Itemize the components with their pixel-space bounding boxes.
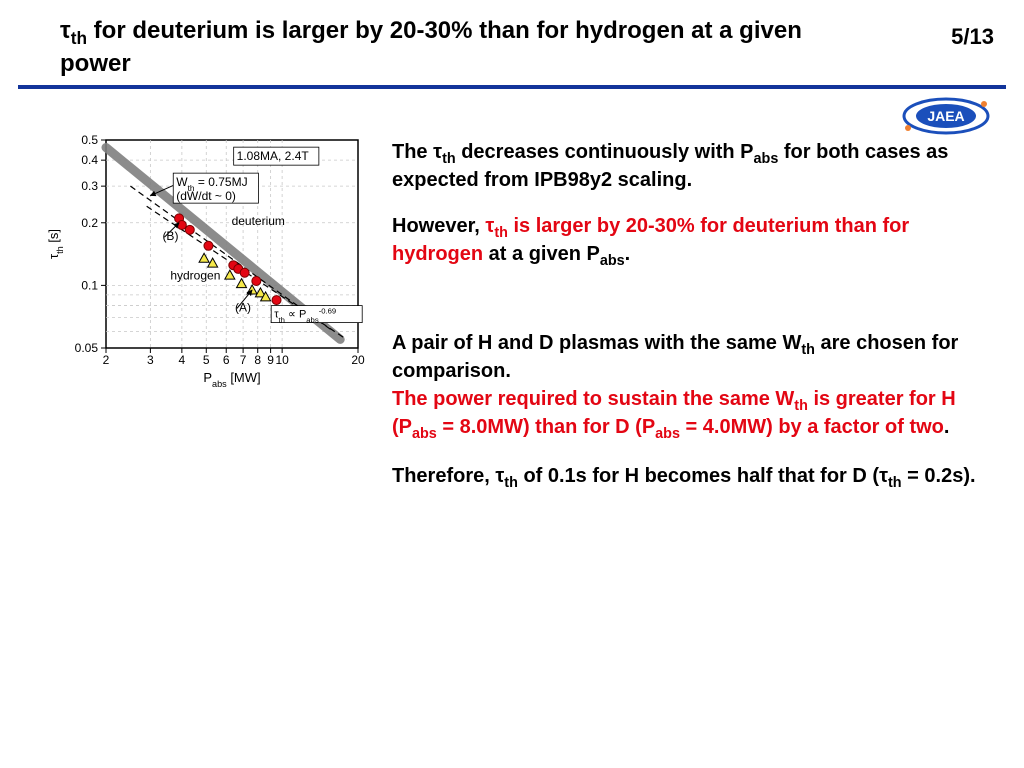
svg-text:1.08MA, 2.4T: 1.08MA, 2.4T xyxy=(237,149,310,163)
title-rest: for deuterium is larger by 20-30% than f… xyxy=(60,17,802,77)
tau-vs-pabs-chart: 2 3 4 5678910 20 0.05 0.1 0.2 0.3 0.4 0.5 Pabs [MW]… xyxy=(40,128,370,388)
svg-text:Pabs [MW]: Pabs [MW] xyxy=(203,370,260,388)
paragraph-3: A pair of H and D plasmas with the same … xyxy=(392,331,982,385)
header-rule xyxy=(18,85,1006,89)
svg-text:6: 6 xyxy=(223,353,230,367)
svg-text:20: 20 xyxy=(351,353,365,367)
paragraph-4: The power required to sustain the same W… xyxy=(392,387,982,444)
svg-text:0.2: 0.2 xyxy=(81,216,98,230)
svg-text:4: 4 xyxy=(179,353,186,367)
svg-text:hydrogen: hydrogen xyxy=(170,268,220,282)
svg-text:10: 10 xyxy=(275,353,289,367)
page-number: 5/13 xyxy=(951,24,994,50)
th-sub: th xyxy=(71,28,87,48)
svg-text:(dW/dt ~ 0): (dW/dt ~ 0) xyxy=(176,189,236,203)
svg-text:3: 3 xyxy=(147,353,154,367)
page-current: 5 xyxy=(951,24,963,49)
paragraph-2: However, τth is larger by 20-30% for deu… xyxy=(392,214,982,271)
svg-text:5: 5 xyxy=(203,353,210,367)
logo-text: JAEA xyxy=(927,108,964,124)
svg-text:deuterium: deuterium xyxy=(232,214,285,228)
page-total: 13 xyxy=(970,24,994,49)
svg-text:0.4: 0.4 xyxy=(81,153,98,167)
svg-text:7: 7 xyxy=(240,353,247,367)
svg-text:(B): (B) xyxy=(162,229,178,243)
paragraph-1: The τth decreases continuously with Pabs… xyxy=(392,140,982,194)
svg-text:0.05: 0.05 xyxy=(75,341,99,355)
svg-text:(A): (A) xyxy=(235,300,251,314)
svg-text:8: 8 xyxy=(254,353,261,367)
svg-text:9: 9 xyxy=(267,353,274,367)
jaea-logo: JAEA xyxy=(896,92,996,140)
svg-text:0.1: 0.1 xyxy=(81,278,98,292)
svg-text:2: 2 xyxy=(103,353,110,367)
slide-title: τth for deuterium is larger by 20-30% th… xyxy=(60,16,860,79)
svg-text:τth [s]: τth [s] xyxy=(46,229,65,259)
svg-text:0.5: 0.5 xyxy=(81,133,98,147)
paragraph-5: Therefore, τth of 0.1s for H becomes hal… xyxy=(392,464,982,492)
svg-text:0.3: 0.3 xyxy=(81,179,98,193)
body-text: The τth decreases continuously with Pabs… xyxy=(392,140,982,512)
tau-symbol: τ xyxy=(60,17,71,44)
